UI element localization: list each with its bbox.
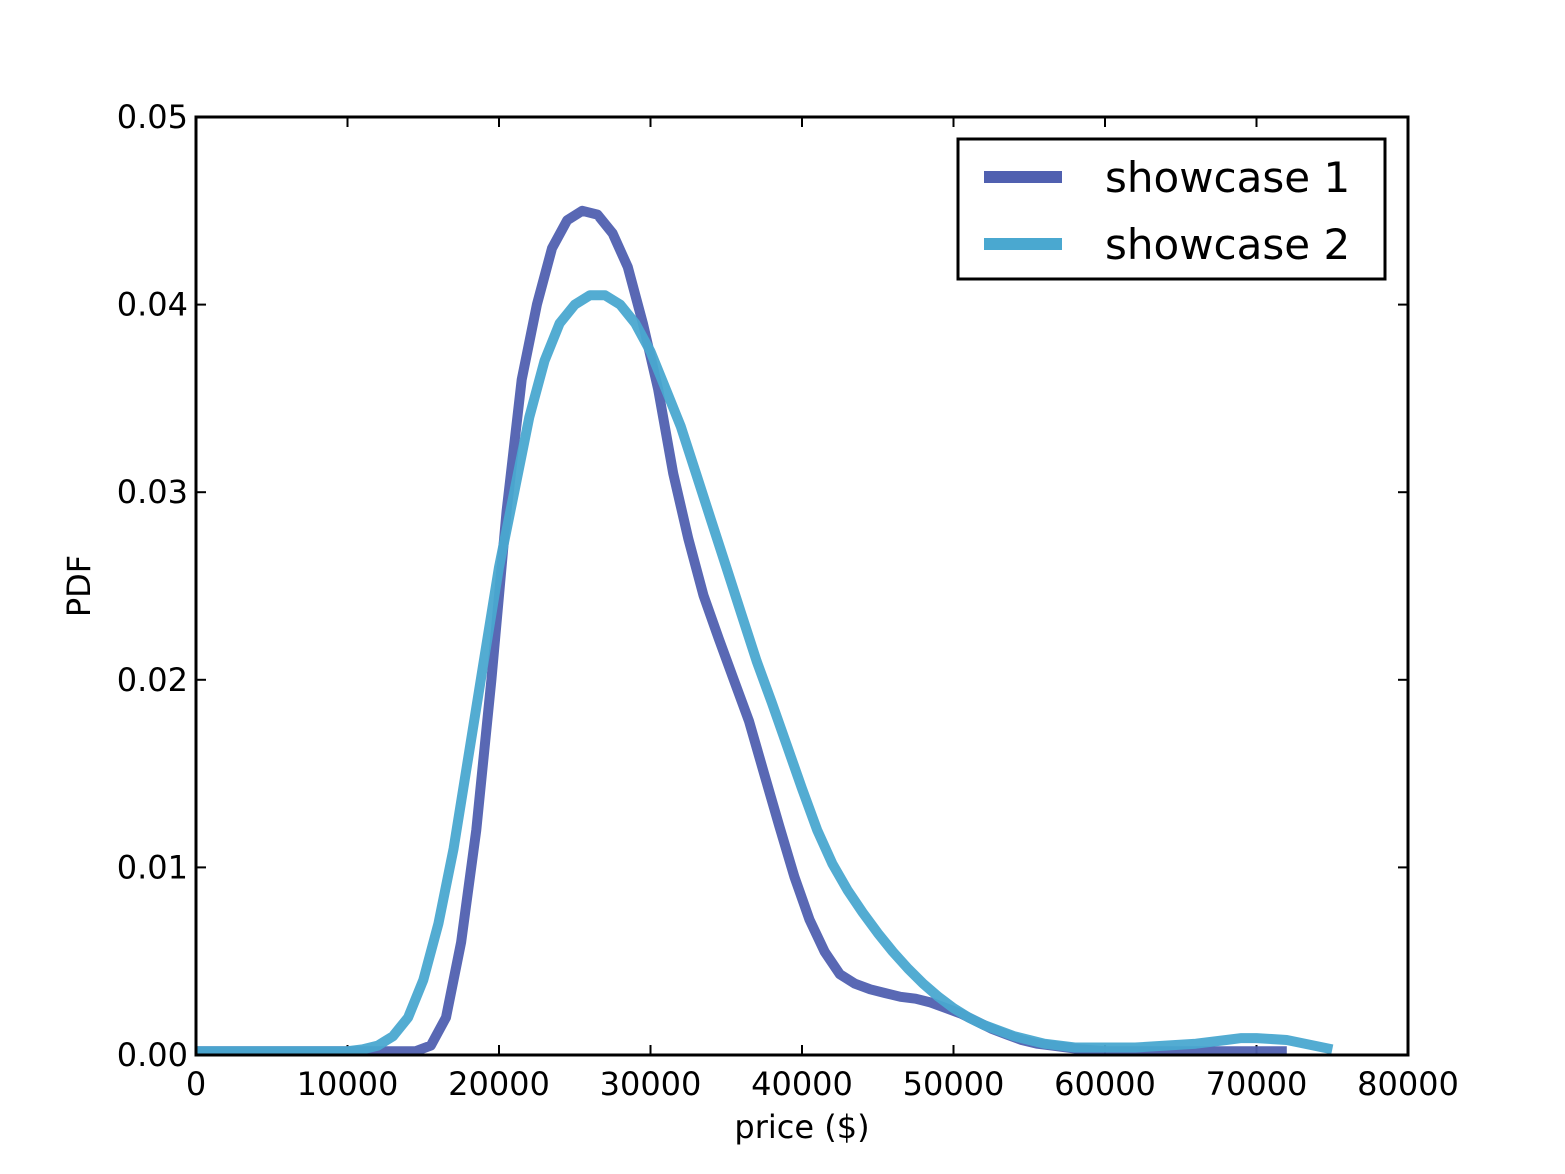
legend-label-showcase-2: showcase 2: [1105, 220, 1350, 269]
x-tick-label: 80000: [1357, 1065, 1459, 1103]
y-axis-label: PDF: [60, 555, 98, 617]
x-tick-label: 60000: [1054, 1065, 1156, 1103]
x-tick-label: 20000: [448, 1065, 550, 1103]
x-tick-label: 40000: [751, 1065, 853, 1103]
plot-frame: [194, 115, 1410, 1057]
x-tick-label: 30000: [600, 1065, 702, 1103]
y-tick-label: 0.01: [117, 848, 188, 886]
y-tick-label: 0.00: [117, 1036, 188, 1074]
x-tick-label: 0: [186, 1065, 206, 1103]
series-line-2: [196, 290, 1334, 1057]
y-tick-label: 0.04: [117, 286, 188, 324]
y-tick-label: 0.02: [117, 661, 188, 699]
y-tick-label: 0.05: [117, 98, 188, 136]
legend-label-showcase-1: showcase 1: [1105, 153, 1350, 202]
series-lines: [196, 205, 1334, 1057]
legend: showcase 1 showcase 2: [956, 137, 1387, 281]
x-axis-label: price ($): [734, 1108, 869, 1146]
legend-box: [956, 137, 1387, 281]
y-tick-label: 0.03: [117, 473, 188, 511]
x-tick-label: 70000: [1206, 1065, 1308, 1103]
x-tick-label: 10000: [297, 1065, 399, 1103]
x-tick-label: 50000: [903, 1065, 1005, 1103]
tick-labels: 0 10000 20000 30000 40000 50000 60000 70000 8000…: [117, 98, 1459, 1103]
